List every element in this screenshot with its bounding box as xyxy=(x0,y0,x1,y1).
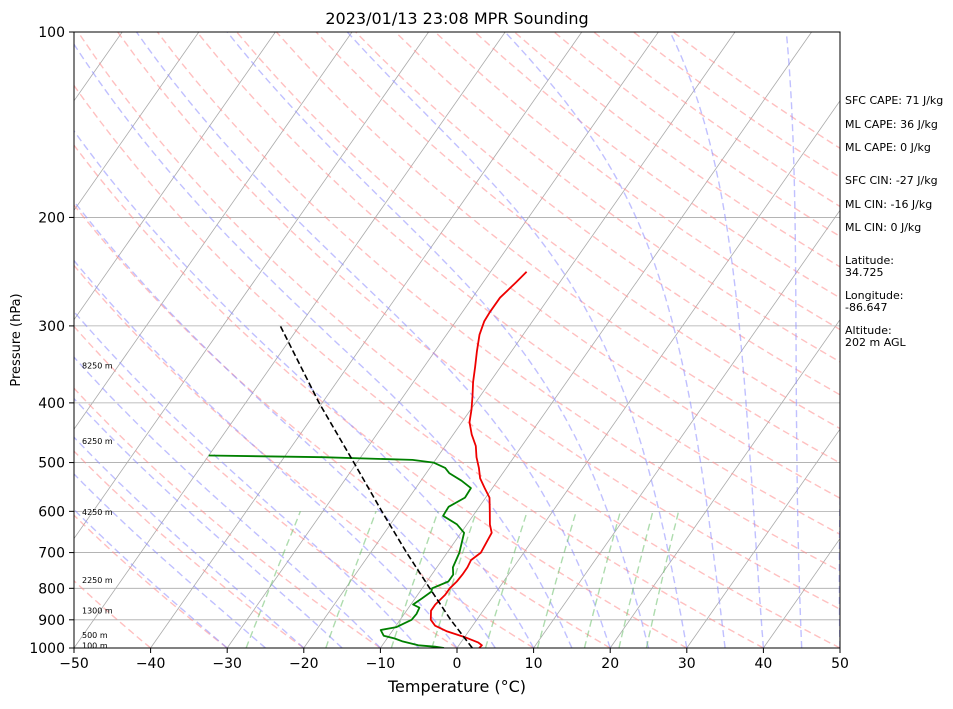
sfc-cape-text: SFC CAPE: 71 J/kg xyxy=(845,94,943,107)
y-tick-label: 500 xyxy=(38,456,65,472)
chart-title: 2023/01/13 23:08 MPR Sounding xyxy=(325,9,588,28)
x-tick-label: 0 xyxy=(453,656,462,672)
height-label: 1300 m xyxy=(82,606,113,615)
y-tick-label: 300 xyxy=(38,319,65,335)
ml-cin-zero-text: ML CIN: 0 J/kg xyxy=(845,221,921,234)
x-tick-label: 30 xyxy=(678,656,696,672)
y-axis-label: Pressure (hPa) xyxy=(9,293,24,386)
y-tick-label: 600 xyxy=(38,504,65,520)
x-axis-ticks: −50 −40 −30 −20 −10 0 10 20 30 40 50 xyxy=(59,648,849,672)
y-tick-label: 700 xyxy=(38,546,65,562)
y-tick-label: 400 xyxy=(38,396,65,412)
x-tick-label: 50 xyxy=(831,656,849,672)
altitude-value: 202 m AGL xyxy=(845,336,907,349)
y-tick-label: 800 xyxy=(38,581,65,597)
latitude-value: 34.725 xyxy=(845,266,884,279)
x-tick-label: −30 xyxy=(212,656,242,672)
plot-background xyxy=(74,32,840,648)
x-tick-label: 40 xyxy=(754,656,772,672)
x-tick-label: −20 xyxy=(289,656,319,672)
y-tick-label: 1000 xyxy=(29,641,65,657)
height-label: 6250 m xyxy=(82,437,113,446)
ml-cape-text: ML CAPE: 36 J/kg xyxy=(845,118,938,131)
height-label: 2250 m xyxy=(82,576,113,585)
sfc-cin-text: SFC CIN: -27 J/kg xyxy=(845,174,938,187)
height-label: 500 m xyxy=(82,631,108,640)
longitude-value: -86.647 xyxy=(845,301,887,314)
ml-cape-zero-text: ML CAPE: 0 J/kg xyxy=(845,141,931,154)
y-axis-ticks: 1000 900 800 700 600 500 400 300 200 100 xyxy=(29,25,74,657)
y-tick-label: 200 xyxy=(38,210,65,226)
ml-cin-text: ML CIN: -16 J/kg xyxy=(845,198,932,211)
y-tick-label: 100 xyxy=(38,25,65,41)
x-tick-label: −50 xyxy=(59,656,89,672)
height-label: 8250 m xyxy=(82,362,113,371)
height-label: 100 m xyxy=(82,641,108,650)
x-tick-label: −10 xyxy=(366,656,396,672)
x-axis-label: Temperature (°C) xyxy=(387,677,526,696)
x-tick-label: 10 xyxy=(525,656,543,672)
x-tick-label: 20 xyxy=(601,656,619,672)
x-tick-label: −40 xyxy=(136,656,166,672)
sounding-parameters: SFC CAPE: 71 J/kg ML CAPE: 36 J/kg ML CA… xyxy=(845,94,943,349)
y-tick-label: 900 xyxy=(38,613,65,629)
height-label: 4250 m xyxy=(82,508,113,517)
